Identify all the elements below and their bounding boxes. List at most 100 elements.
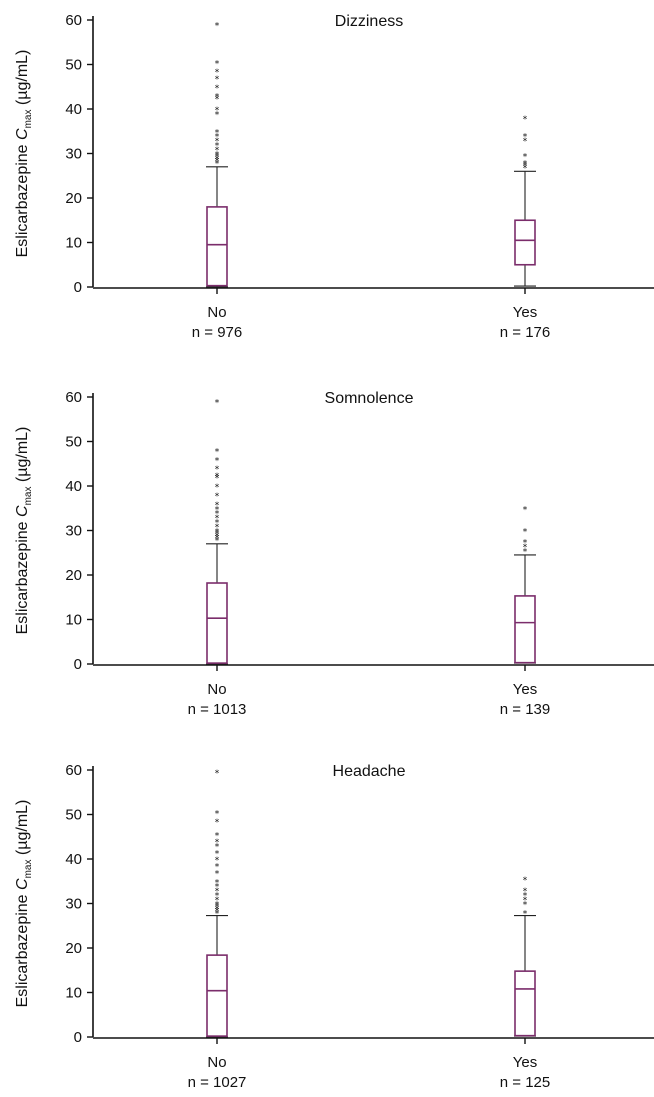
panel-3-y-axis-label-prefix: Eslicarbazepine: [14, 890, 31, 1007]
panel-2-y-axis-label: Eslicarbazepine Cmax (µg/mL): [14, 427, 34, 635]
outlier-point: *: [215, 532, 220, 542]
panel-1-y-tick-label: 0: [74, 279, 82, 296]
panel-1-y-tick-label: 50: [65, 57, 82, 74]
outlier-point: *: [215, 75, 220, 85]
outlier-point: *: [215, 832, 220, 842]
outlier-point: *: [215, 856, 220, 866]
category-label: Yes: [513, 304, 537, 321]
panel-1-y-tick-label: 20: [65, 190, 82, 207]
outlier-point: *: [215, 536, 220, 546]
sample-size-label: n = 976: [192, 324, 242, 341]
panel-2-y-tick-label: 60: [65, 389, 82, 406]
outlier-point: *: [215, 128, 220, 138]
outlier-point: *: [215, 528, 220, 538]
panel-1-y-axis-label-sub: max: [23, 110, 34, 129]
panel-1-y-tick-label: 40: [65, 101, 82, 118]
panel-3-y-tick-label: 60: [65, 762, 82, 779]
outlier-point: *: [215, 501, 220, 511]
outlier-point: *: [215, 142, 220, 152]
category-label: Yes: [513, 681, 537, 698]
panel-2-y-tick-label: 50: [65, 434, 82, 451]
panel-3-y-tick-label: 0: [74, 1029, 82, 1046]
panel-3-y-tick-label: 30: [65, 896, 82, 913]
outlier-point: *: [523, 164, 528, 174]
panel-3-y-tick-label: 10: [65, 985, 82, 1002]
outlier-point: *: [215, 534, 220, 544]
panel-2-y-tick-label: 20: [65, 567, 82, 584]
iqr-box: [206, 582, 228, 664]
category-label: Yes: [513, 1054, 537, 1071]
iqr-box: [514, 970, 536, 1037]
outlier-point: *: [215, 849, 220, 859]
outlier-point: *: [215, 95, 220, 105]
outlier-point: *: [215, 151, 220, 161]
outlier-point: *: [523, 543, 528, 553]
panel-1-y-axis-label-prefix: Eslicarbazepine: [14, 140, 31, 257]
outlier-point: *: [215, 838, 220, 848]
outlier-point: *: [215, 769, 220, 779]
outlier-point: *: [215, 869, 220, 879]
outlier-point: *: [215, 523, 220, 533]
outlier-point: *: [215, 514, 220, 524]
outlier-point: *: [215, 505, 220, 515]
outlier-point: *: [215, 465, 220, 475]
outlier-point: *: [215, 809, 220, 819]
panel-3-y-axis-label-sub: max: [23, 860, 34, 879]
outlier-point: *: [523, 539, 528, 549]
outlier-point: *: [523, 528, 528, 538]
panel-1-y-axis-label: Eslicarbazepine Cmax (µg/mL): [14, 50, 34, 258]
outlier-point: *: [523, 548, 528, 558]
panel-2-chart: Somnolence 0 10 20 30 40 50 60 Eslicarbazepine C…: [14, 389, 654, 718]
outlier-point: *: [215, 474, 220, 484]
panel-3-y-axis-label-var: C: [14, 878, 31, 890]
outlier-point: *: [215, 863, 220, 873]
outlier-point: *: [215, 905, 220, 915]
outlier-point: *: [215, 903, 220, 913]
panel-2-y-tick-label: 30: [65, 523, 82, 540]
panel-1-y-tick-label: 60: [65, 12, 82, 29]
panel-2-y-axis-label-prefix: Eslicarbazepine: [14, 517, 31, 634]
outlier-point: *: [523, 876, 528, 886]
outlier-point: *: [215, 843, 220, 853]
outlier-point: *: [215, 492, 220, 502]
sample-size-label: n = 139: [500, 701, 550, 718]
outlier-point: *: [215, 93, 220, 103]
sample-size-label: n = 1013: [188, 701, 247, 718]
panel-1-no-group: *******************Non = 976: [192, 21, 242, 341]
panel-2-y-tick-label: 40: [65, 478, 82, 495]
panel-3-y-tick-label: 50: [65, 807, 82, 824]
outlier-point: *: [523, 133, 528, 143]
panel-2-title: Somnolence: [325, 390, 414, 407]
panel-2-no-group: *******************Non = 1013: [188, 398, 247, 718]
outlier-point: *: [215, 456, 220, 466]
outlier-point: *: [215, 818, 220, 828]
outlier-point: *: [215, 472, 220, 482]
outlier-point: *: [215, 59, 220, 69]
outlier-point: *: [215, 530, 220, 540]
outlier-point: *: [523, 159, 528, 169]
sample-size-label: n = 176: [500, 324, 550, 341]
iqr-box: [514, 219, 536, 266]
iqr-box: [206, 206, 228, 287]
outlier-point: *: [215, 907, 220, 917]
outlier-point: *: [215, 106, 220, 116]
panel-1-y-axis-label-suffix: (µg/mL): [14, 50, 31, 110]
iqr-box: [206, 954, 228, 1037]
outlier-point: *: [215, 21, 220, 31]
outlier-point: *: [215, 84, 220, 94]
outlier-point: *: [215, 887, 220, 897]
panel-2-y-axis-label-suffix: (µg/mL): [14, 427, 31, 487]
outlier-point: *: [215, 110, 220, 120]
outlier-point: *: [523, 896, 528, 906]
outlier-point: *: [215, 137, 220, 147]
sample-size-label: n = 1027: [188, 1074, 247, 1091]
outlier-point: *: [215, 901, 220, 911]
outlier-point: *: [523, 137, 528, 147]
panel-2-y-axis-label-var: C: [14, 505, 31, 517]
category-label: No: [207, 1054, 226, 1071]
outlier-point: *: [215, 892, 220, 902]
